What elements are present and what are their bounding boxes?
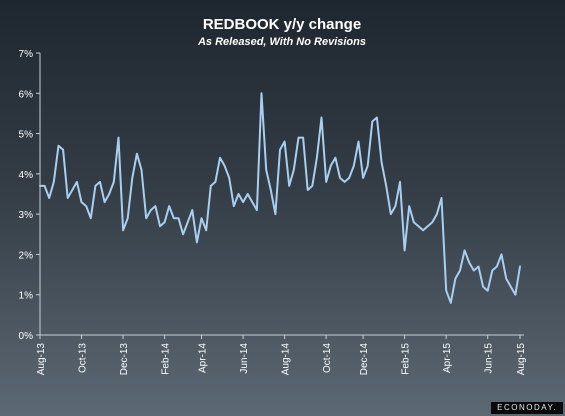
- y-tick-label: 3%: [19, 210, 34, 221]
- series-line: [39, 92, 521, 304]
- x-tick-label: Feb-14: [161, 343, 172, 375]
- plot-area: [39, 92, 521, 304]
- econoday-brand: ECONODAY.: [491, 402, 563, 414]
- x-tick-label: Oct-14: [322, 343, 333, 373]
- x-tick-label: Apr-15: [442, 343, 453, 373]
- y-tick-label: 4%: [19, 170, 34, 181]
- x-tick-label: Jun-15: [484, 343, 495, 374]
- x-tick-label: Aug-13: [36, 343, 47, 376]
- y-tick-label: 2%: [19, 250, 34, 261]
- chart-title: REDBOOK y/y change: [203, 16, 361, 33]
- x-tick-label: Aug-15: [516, 343, 527, 376]
- y-tick-label: 7%: [19, 49, 34, 60]
- x-tick-label: Dec-14: [359, 343, 370, 376]
- y-tick-label: 6%: [19, 89, 34, 100]
- x-tick-label: Oct-13: [78, 343, 89, 373]
- x-tick-label: Aug-14: [281, 343, 292, 376]
- x-tick-label: Feb-15: [401, 343, 412, 375]
- chart-subtitle: As Released, With No Revisions: [197, 36, 366, 48]
- y-tick-label: 5%: [19, 130, 34, 141]
- y-tick-label: 1%: [19, 291, 34, 302]
- axes: 0% 1% 2% 3% 4% 5% 6% 7% Aug-13 Oct-13 Dec-13 Feb-14…: [19, 49, 527, 375]
- x-tick-label: Dec-13: [119, 343, 130, 376]
- x-tick-label: Jun-14: [239, 343, 250, 374]
- x-tick-label: Apr-14: [198, 343, 209, 373]
- y-tick-label: 0%: [19, 331, 34, 342]
